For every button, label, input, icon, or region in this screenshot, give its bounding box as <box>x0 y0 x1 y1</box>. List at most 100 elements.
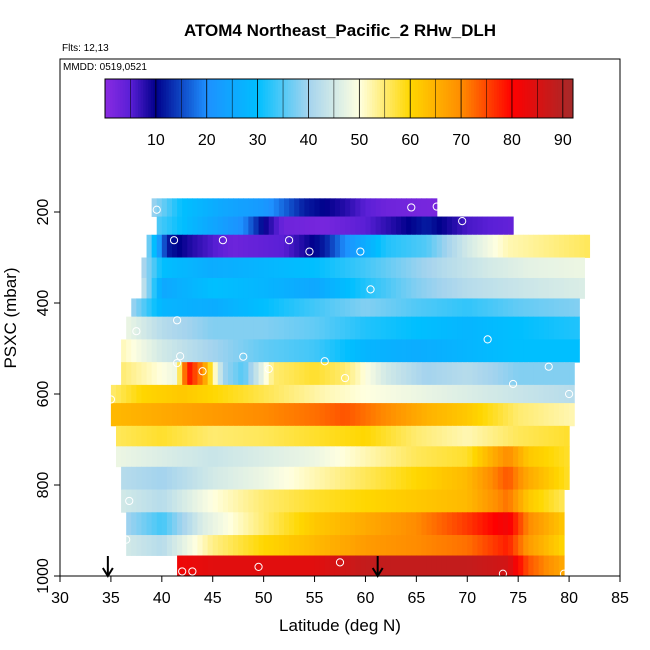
heatmap-cell <box>375 446 382 468</box>
heatmap-cell <box>248 489 255 513</box>
colorbar-swatch <box>163 79 167 118</box>
heatmap-cell <box>416 298 423 318</box>
heatmap-cell <box>446 277 453 299</box>
heatmap-cell <box>365 555 372 577</box>
heatmap-cell <box>228 362 234 386</box>
colorbar-swatch <box>145 79 149 118</box>
heatmap-cell <box>207 362 214 386</box>
heatmap-cell <box>502 234 509 258</box>
heatmap-cell <box>390 555 397 577</box>
colorbar-tick-label: 20 <box>198 132 216 149</box>
heatmap-cell <box>309 339 316 363</box>
heatmap-cell <box>166 446 173 468</box>
heatmap-cell <box>161 425 168 447</box>
colorbar-swatch <box>359 79 363 118</box>
heatmap-cell <box>477 234 484 258</box>
heatmap-cell <box>431 234 438 258</box>
colorbar-swatch <box>127 79 131 118</box>
heatmap-cell <box>222 555 229 577</box>
colorbar-swatch <box>140 79 144 118</box>
heatmap-cell <box>574 298 580 318</box>
heatmap-cell <box>508 257 514 279</box>
heatmap-cell <box>528 535 535 556</box>
heatmap-cell <box>446 489 453 513</box>
heatmap-cell <box>207 446 214 468</box>
heatmap-cell <box>141 384 148 404</box>
heatmap-cell <box>385 466 392 490</box>
heatmap-cell <box>177 316 183 340</box>
colorbar-swatch <box>211 79 215 118</box>
heatmap-cell <box>482 316 489 340</box>
heatmap-cell <box>207 489 214 513</box>
colorbar-swatch <box>313 79 317 118</box>
heatmap-cell <box>151 257 158 279</box>
heatmap-cell <box>228 446 234 468</box>
heatmap-cell <box>253 234 260 258</box>
heatmap-cell <box>482 257 489 279</box>
observation-point <box>544 362 553 371</box>
y-tick-label: 1000 <box>35 558 52 594</box>
heatmap-cell <box>268 403 275 427</box>
heatmap-cell <box>375 198 382 217</box>
heatmap-cell <box>197 234 204 258</box>
heatmap-cell <box>151 234 158 258</box>
heatmap-cell <box>518 535 524 556</box>
heatmap-cell <box>528 555 535 577</box>
heatmap-cell <box>228 425 234 447</box>
heatmap-cell <box>263 339 270 363</box>
heatmap-cell <box>406 425 412 447</box>
heatmap-cell <box>533 384 540 404</box>
colorbar-swatch <box>374 79 378 118</box>
heatmap-cell <box>258 384 265 404</box>
heatmap-cell <box>284 446 290 468</box>
heatmap-cell <box>452 489 458 513</box>
heatmap-cell <box>482 339 489 363</box>
heatmap-cell <box>457 466 463 490</box>
observation-points <box>106 202 574 578</box>
heatmap-cell <box>268 489 275 513</box>
heatmap-cell <box>502 446 509 468</box>
heatmap-cell <box>564 403 570 427</box>
heatmap-cell <box>396 362 402 386</box>
heatmap-cell <box>426 257 433 279</box>
heatmap-cell <box>446 535 453 556</box>
heatmap-cell <box>273 489 280 513</box>
heatmap-cell <box>401 512 407 536</box>
heatmap-cell <box>375 466 382 490</box>
colorbar-swatch <box>560 79 564 118</box>
heatmap-cell <box>416 489 423 513</box>
heatmap-cell <box>380 555 387 577</box>
heatmap-cell <box>212 555 219 577</box>
heatmap-cell <box>319 446 326 468</box>
heatmap-cell <box>207 257 214 279</box>
heatmap-cell <box>156 446 163 468</box>
heatmap-cell <box>502 277 509 299</box>
heatmap-cell <box>441 362 448 386</box>
heatmap-cell <box>492 339 499 363</box>
heatmap-cell <box>452 257 458 279</box>
colorbar-swatch <box>275 79 279 118</box>
heatmap-cell <box>523 466 529 490</box>
heatmap-cell <box>324 384 331 404</box>
heatmap-cell <box>523 425 529 447</box>
heatmap-cell <box>243 446 249 468</box>
heatmap-cell <box>319 403 326 427</box>
heatmap-cell <box>467 512 473 536</box>
heatmap-cell <box>228 234 234 258</box>
observation-point <box>264 364 273 374</box>
heatmap-cell <box>558 277 565 299</box>
heatmap-cell <box>548 277 555 299</box>
observation-point <box>340 373 350 383</box>
colorbar-swatch <box>428 79 432 118</box>
heatmap-cell <box>365 198 372 217</box>
heatmap-cell <box>533 298 540 318</box>
heatmap-cell <box>426 446 433 468</box>
heatmap-cell <box>334 339 341 363</box>
heatmap-cell <box>416 362 423 386</box>
colorbar-swatch <box>303 79 307 118</box>
heatmap-cell <box>334 555 341 577</box>
heatmap-cell <box>222 198 229 217</box>
heatmap-cell <box>192 384 199 404</box>
heatmap-cell <box>416 277 423 299</box>
colorbar-tick-label: 70 <box>452 132 470 149</box>
